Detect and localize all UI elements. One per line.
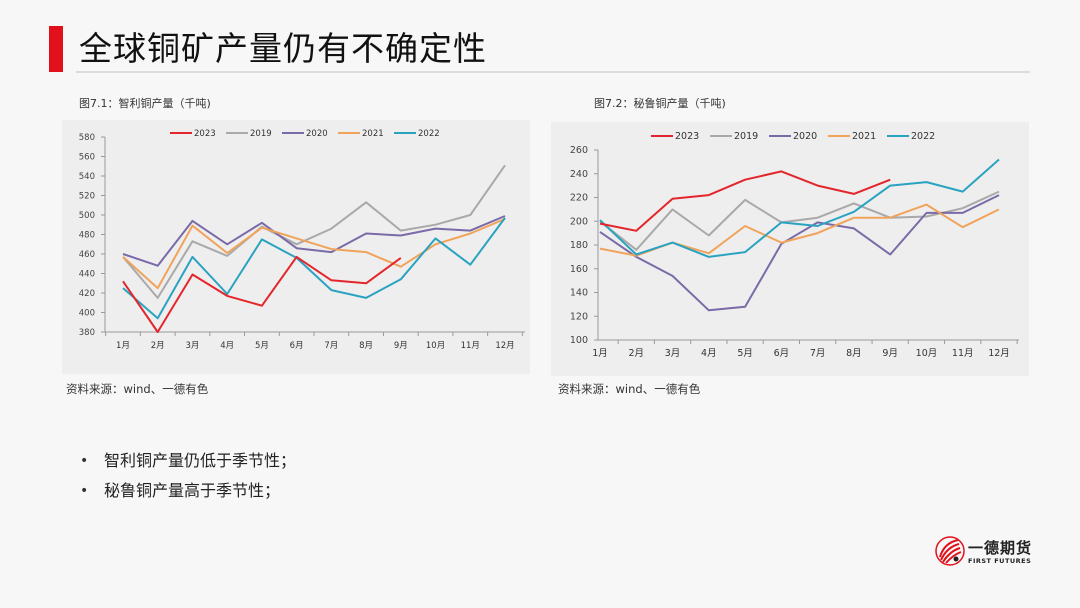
series-line-2023 bbox=[122, 255, 402, 333]
x-tick-label: 1月 bbox=[592, 348, 608, 359]
y-tick-label: 120 bbox=[570, 311, 588, 322]
summary-bullets: 智利铜产量仍低于季节性； 秘鲁铜产量高于季节性； bbox=[74, 446, 296, 506]
y-tick-label: 220 bbox=[570, 193, 588, 204]
legend-item-2022: 2022 bbox=[418, 129, 440, 139]
y-tick-label: 400 bbox=[79, 309, 95, 319]
chart-chile-svg: 380 400 420 440 460 480 500 520 540 560 580 1月 2月 3月 4… bbox=[79, 129, 525, 351]
x-tick-label: 6月 bbox=[774, 348, 790, 359]
logo-text-en: FIRST FUTURES bbox=[968, 557, 1032, 565]
chart-peru: 100 120 140 160 180 200 220 240 260 1月 2月 3月 4月 5月 6月 7… bbox=[551, 122, 1029, 376]
series-line-2021 bbox=[599, 203, 1000, 257]
x-tick-label: 6月 bbox=[290, 341, 304, 351]
x-tick-label: 5月 bbox=[255, 341, 269, 351]
x-tick-label: 7月 bbox=[810, 348, 826, 359]
source-note-chile: 资料来源：wind、一德有色 bbox=[66, 382, 209, 396]
legend-item-2023: 2023 bbox=[194, 129, 216, 139]
y-tick-label: 500 bbox=[79, 211, 95, 221]
chart-caption-chile: 图7.1：智利铜产量（千吨) bbox=[79, 97, 211, 110]
x-tick-label: 4月 bbox=[220, 341, 234, 351]
legend-item-2021: 2021 bbox=[852, 131, 876, 142]
title-accent-bar bbox=[49, 26, 63, 72]
page-title: 全球铜矿产量仍有不确定性 bbox=[79, 29, 487, 68]
series-line-2020 bbox=[599, 194, 1000, 312]
y-tick-label: 240 bbox=[570, 169, 588, 180]
x-tick-label: 11月 bbox=[952, 348, 974, 359]
y-tick-label: 160 bbox=[570, 264, 588, 275]
legend-item-2023: 2023 bbox=[675, 131, 699, 142]
y-tick-label: 580 bbox=[79, 133, 95, 143]
x-tick-label: 2月 bbox=[151, 341, 165, 351]
legend-item-2020: 2020 bbox=[306, 129, 328, 139]
y-tick-label: 520 bbox=[79, 192, 95, 202]
x-tick-label: 8月 bbox=[359, 341, 373, 351]
x-tick-label: 2月 bbox=[628, 348, 644, 359]
legend-item-2020: 2020 bbox=[793, 131, 817, 142]
legend-item-2021: 2021 bbox=[362, 129, 384, 139]
series-line-2022 bbox=[122, 217, 506, 320]
y-tick-label: 440 bbox=[79, 270, 95, 280]
x-tick-label: 10月 bbox=[916, 348, 938, 359]
logo-text-cn: 一德期货 bbox=[968, 539, 1033, 557]
x-tick-label: 12月 bbox=[988, 348, 1010, 359]
x-tick-label: 11月 bbox=[461, 341, 480, 351]
series-line-2022 bbox=[599, 158, 1000, 258]
x-tick-label: 4月 bbox=[701, 348, 717, 359]
y-tick-label: 180 bbox=[570, 240, 588, 251]
y-tick-label: 380 bbox=[79, 328, 95, 338]
bullet-item: 智利铜产量仍低于季节性； bbox=[74, 446, 296, 476]
y-tick-label: 480 bbox=[79, 231, 95, 241]
legend-item-2019: 2019 bbox=[734, 131, 758, 142]
x-tick-label: 12月 bbox=[495, 341, 514, 351]
source-note-peru: 资料来源：wind、一德有色 bbox=[558, 382, 701, 396]
x-tick-label: 7月 bbox=[324, 341, 338, 351]
y-tick-label: 540 bbox=[79, 172, 95, 182]
series-line-2019 bbox=[122, 164, 506, 299]
y-tick-label: 200 bbox=[570, 216, 588, 227]
y-tick-label: 560 bbox=[79, 153, 95, 163]
bullet-item: 秘鲁铜产量高于季节性； bbox=[74, 476, 296, 506]
series-line-2020 bbox=[122, 215, 506, 267]
chart-chile: 380 400 420 440 460 480 500 520 540 560 580 1月 2月 3月 4… bbox=[62, 120, 530, 374]
y-tick-label: 140 bbox=[570, 288, 588, 299]
y-tick-label: 420 bbox=[79, 289, 95, 299]
y-tick-label: 100 bbox=[570, 335, 588, 346]
company-logo: 一德期货 FIRST FUTURES bbox=[934, 535, 1034, 569]
legend-item-2022: 2022 bbox=[911, 131, 935, 142]
x-tick-label: 5月 bbox=[737, 348, 753, 359]
chart-caption-peru: 图7.2：秘鲁铜产量（千吨) bbox=[594, 97, 726, 110]
x-tick-label: 9月 bbox=[882, 348, 898, 359]
y-tick-label: 260 bbox=[570, 145, 588, 156]
x-tick-label: 3月 bbox=[185, 341, 199, 351]
chart-peru-svg: 100 120 140 160 180 200 220 240 260 1月 2月 3月 4月 5月 6月 7… bbox=[570, 131, 1019, 359]
x-tick-label: 10月 bbox=[426, 341, 445, 351]
legend-item-2019: 2019 bbox=[250, 129, 272, 139]
x-tick-label: 1月 bbox=[116, 341, 130, 351]
x-tick-label: 8月 bbox=[846, 348, 862, 359]
series-line-2019 bbox=[599, 190, 1000, 251]
x-tick-label: 3月 bbox=[665, 348, 681, 359]
title-divider bbox=[76, 71, 1030, 73]
x-tick-label: 9月 bbox=[394, 341, 408, 351]
y-tick-label: 460 bbox=[79, 250, 95, 260]
logo-emblem-icon bbox=[935, 536, 965, 566]
series-line-2023 bbox=[599, 170, 891, 232]
